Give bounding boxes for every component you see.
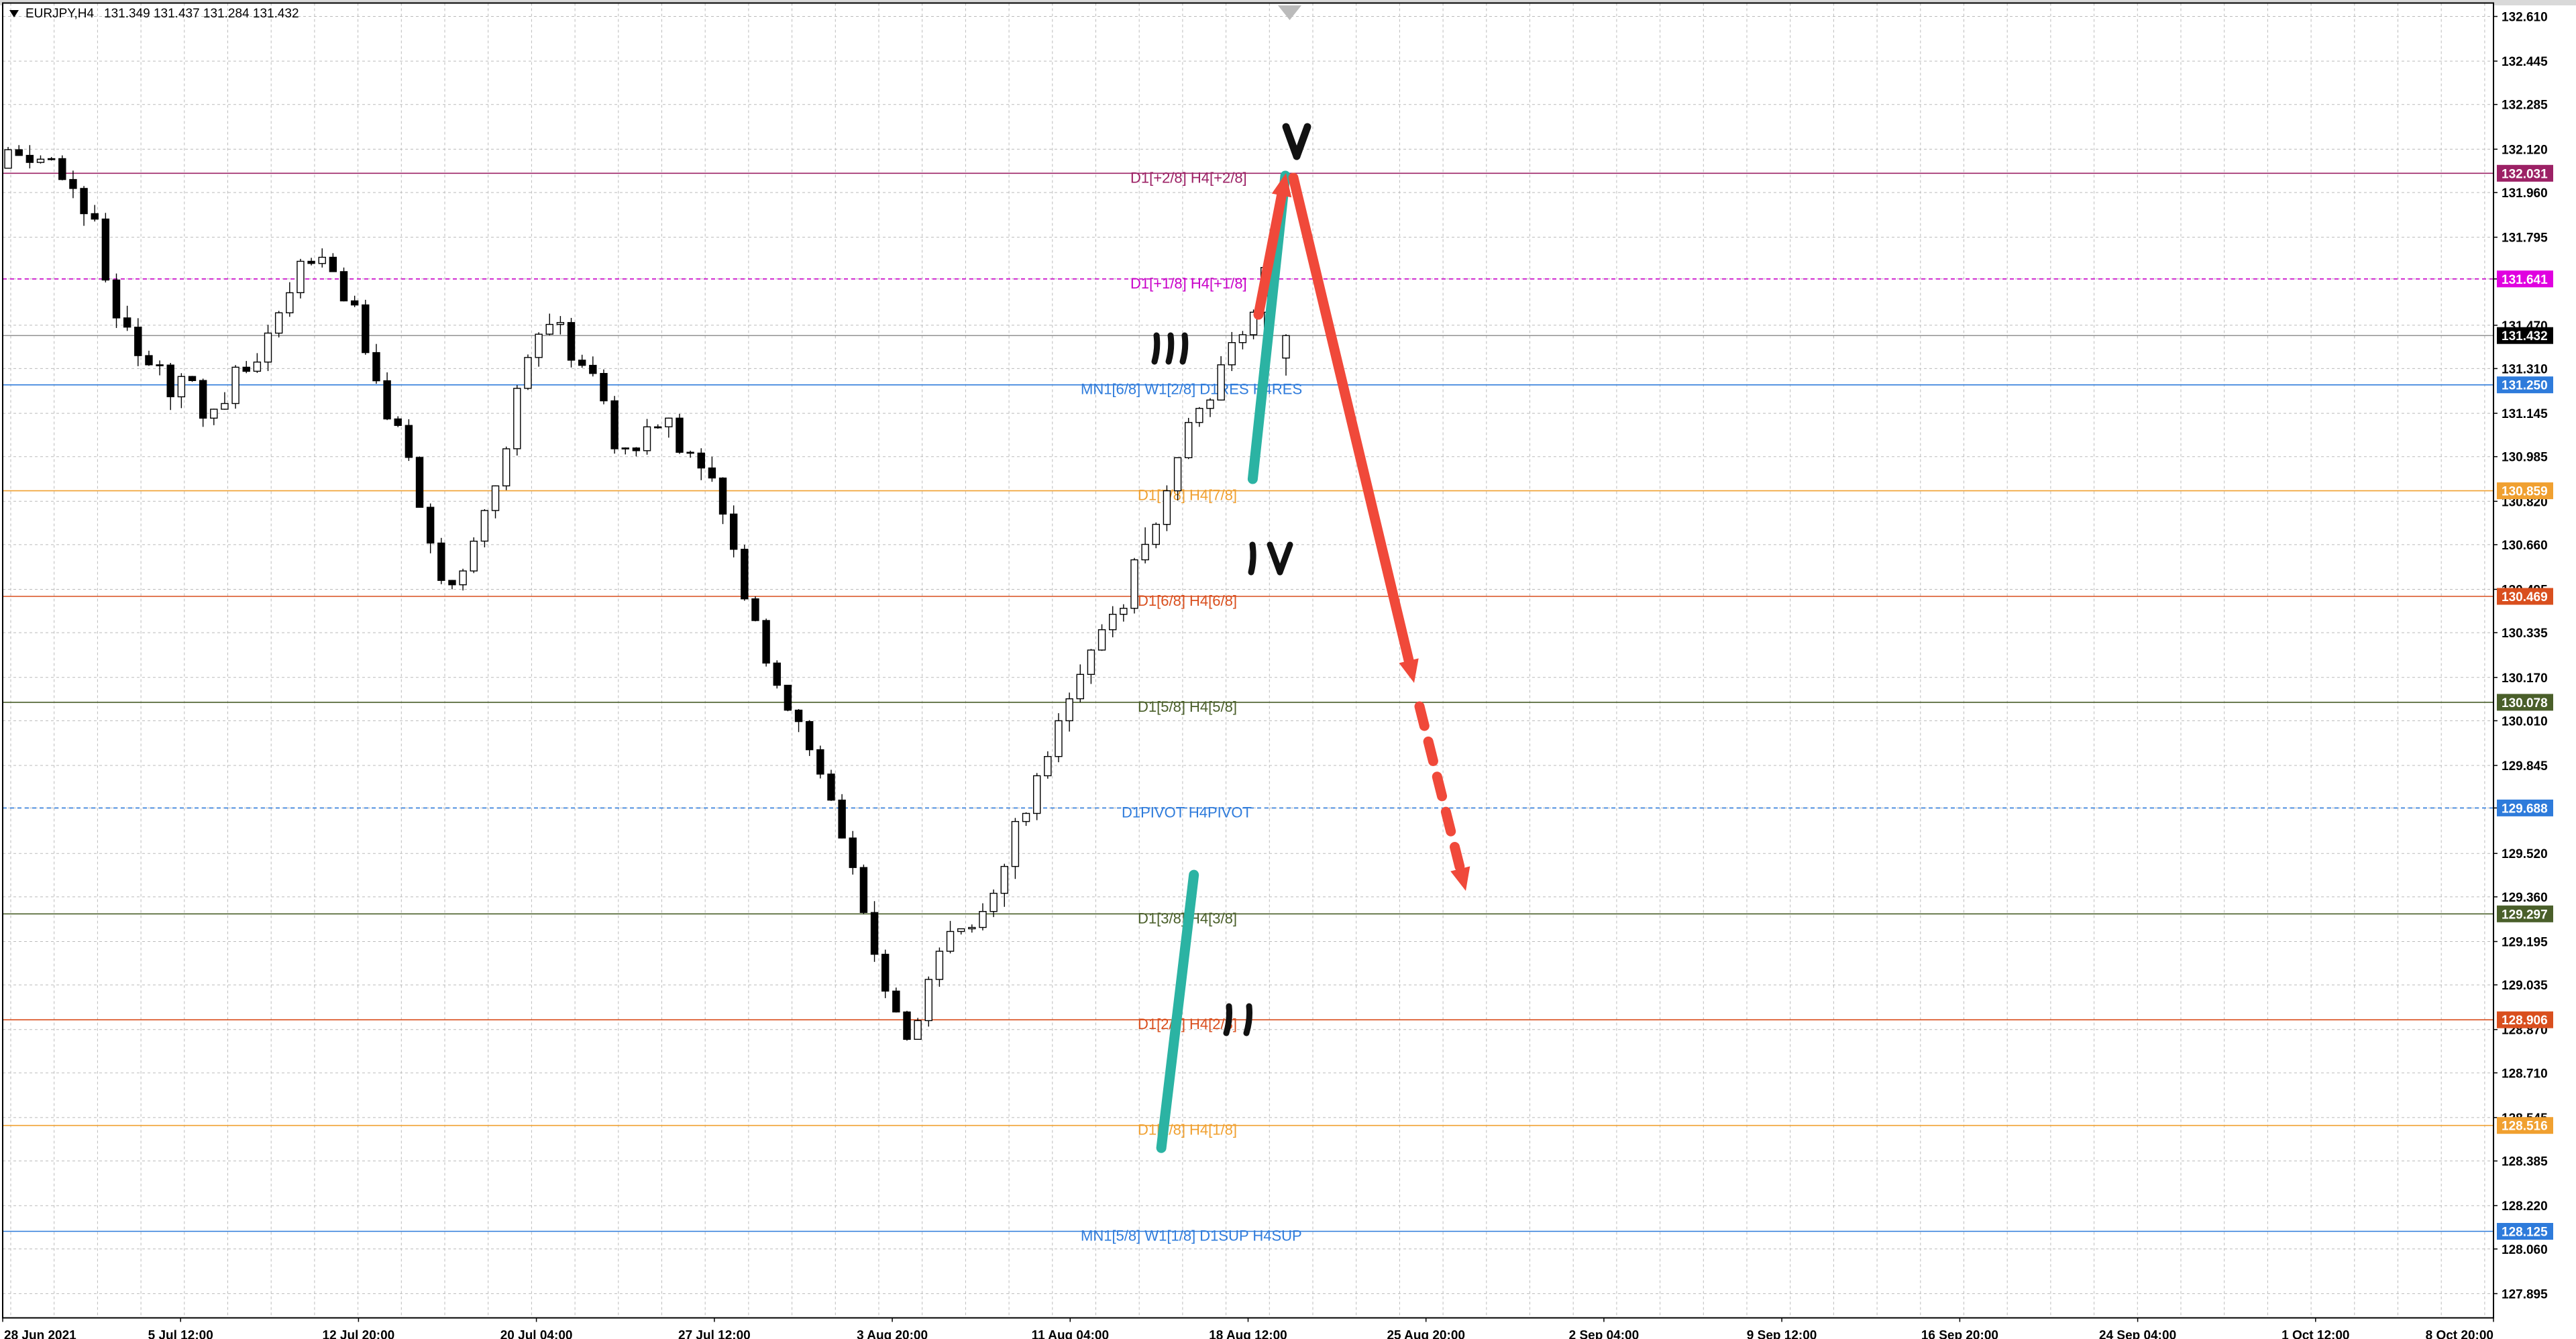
svg-text:131.250: 131.250 [2502,379,2548,393]
svg-text:25 Aug 20:00: 25 Aug 20:00 [1387,1329,1465,1339]
svg-text:20 Jul 04:00: 20 Jul 04:00 [500,1329,573,1339]
svg-text:EURJPY,H4: EURJPY,H4 [25,7,95,21]
svg-text:130.170: 130.170 [2502,672,2548,686]
svg-text:130.469: 130.469 [2502,590,2548,604]
svg-text:2 Sep 04:00: 2 Sep 04:00 [1569,1329,1640,1339]
svg-text:129.297: 129.297 [2502,908,2548,922]
svg-text:16 Sep 20:00: 16 Sep 20:00 [1921,1329,1998,1339]
svg-text:132.285: 132.285 [2502,99,2548,113]
svg-text:D1[7/8] H4[7/8]: D1[7/8] H4[7/8] [1138,487,1237,504]
svg-text:D1[+2/8] H4[+2/8]: D1[+2/8] H4[+2/8] [1130,169,1247,186]
svg-text:D1[5/8] H4[5/8]: D1[5/8] H4[5/8] [1138,698,1237,715]
svg-text:131.641: 131.641 [2502,273,2548,287]
svg-text:130.335: 130.335 [2502,627,2548,641]
svg-text:131.432: 131.432 [2502,329,2548,343]
svg-text:131.349 131.437 131.284 131.43: 131.349 131.437 131.284 131.432 [104,7,299,21]
svg-text:128.385: 128.385 [2502,1155,2548,1169]
svg-text:D1[+1/8] H4[+1/8]: D1[+1/8] H4[+1/8] [1130,275,1247,292]
svg-text:132.445: 132.445 [2502,55,2548,69]
svg-text:MN1[6/8] W1[2/8] D1RES H4RES: MN1[6/8] W1[2/8] D1RES H4RES [1081,381,1302,398]
svg-text:D1[2/8] H4[2/8]: D1[2/8] H4[2/8] [1138,1016,1237,1032]
svg-text:128.220: 128.220 [2502,1199,2548,1214]
svg-text:D1[6/8] H4[6/8]: D1[6/8] H4[6/8] [1138,592,1237,609]
svg-text:130.985: 130.985 [2502,451,2548,465]
svg-text:128.125: 128.125 [2502,1226,2548,1240]
svg-text:128.710: 128.710 [2502,1067,2548,1081]
svg-text:1 Oct 12:00: 1 Oct 12:00 [2282,1329,2349,1339]
svg-text:D1[1/8] H4[1/8]: D1[1/8] H4[1/8] [1138,1122,1237,1138]
svg-text:130.660: 130.660 [2502,539,2548,553]
svg-text:131.310: 131.310 [2502,362,2548,376]
svg-text:24 Sep 04:00: 24 Sep 04:00 [2099,1329,2176,1339]
svg-text:132.610: 132.610 [2502,11,2548,25]
svg-text:5 Jul 12:00: 5 Jul 12:00 [148,1329,213,1339]
svg-text:127.895: 127.895 [2502,1287,2548,1301]
svg-text:130.859: 130.859 [2502,485,2548,499]
svg-text:129.035: 129.035 [2502,979,2548,993]
svg-text:131.795: 131.795 [2502,231,2548,246]
svg-text:27 Jul 12:00: 27 Jul 12:00 [678,1329,751,1339]
svg-text:129.845: 129.845 [2502,759,2548,773]
svg-text:131.960: 131.960 [2502,186,2548,201]
svg-text:11 Aug 04:00: 11 Aug 04:00 [1032,1329,1109,1339]
svg-text:129.688: 129.688 [2502,802,2548,816]
svg-text:129.360: 129.360 [2502,891,2548,905]
svg-text:MN1[5/8] W1[1/8] D1SUP H4SUP: MN1[5/8] W1[1/8] D1SUP H4SUP [1081,1228,1302,1244]
svg-text:3 Aug 20:00: 3 Aug 20:00 [857,1329,928,1339]
svg-text:129.195: 129.195 [2502,936,2548,950]
svg-text:128.906: 128.906 [2502,1014,2548,1028]
svg-text:130.010: 130.010 [2502,714,2548,729]
svg-text:128.060: 128.060 [2502,1243,2548,1257]
svg-text:12 Jul 20:00: 12 Jul 20:00 [323,1329,395,1339]
svg-text:18 Aug 12:00: 18 Aug 12:00 [1209,1329,1287,1339]
svg-text:131.145: 131.145 [2502,407,2548,421]
svg-text:128.516: 128.516 [2502,1120,2548,1134]
svg-text:28 Jun 2021: 28 Jun 2021 [4,1329,76,1339]
svg-text:9 Sep 12:00: 9 Sep 12:00 [1747,1329,1817,1339]
svg-text:8 Oct 20:00: 8 Oct 20:00 [2426,1329,2493,1339]
svg-text:130.078: 130.078 [2502,696,2548,710]
svg-text:D1PIVOT H4PIVOT: D1PIVOT H4PIVOT [1122,804,1252,820]
svg-text:132.120: 132.120 [2502,143,2548,157]
svg-text:132.031: 132.031 [2502,167,2548,181]
svg-text:129.520: 129.520 [2502,847,2548,861]
